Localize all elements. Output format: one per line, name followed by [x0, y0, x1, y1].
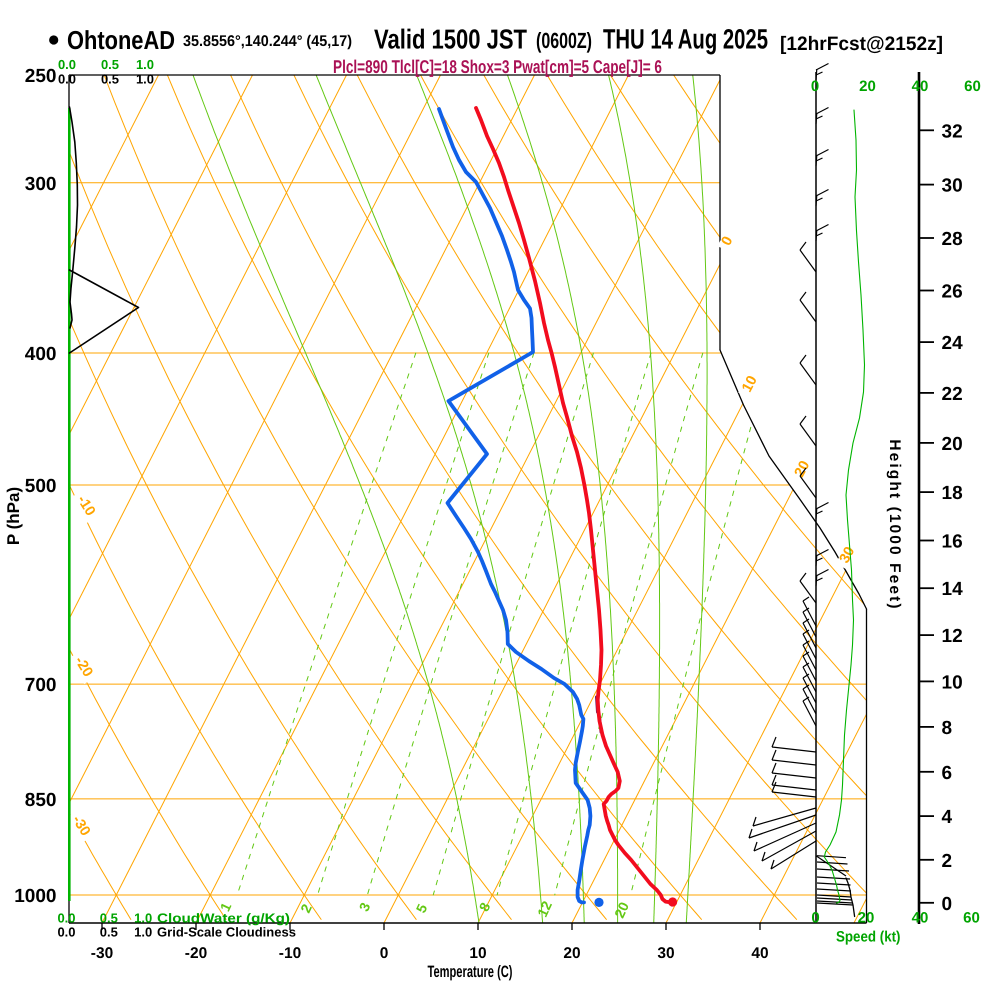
svg-text:0.5: 0.5: [100, 925, 118, 940]
svg-text:20: 20: [859, 78, 876, 95]
svg-text:28: 28: [942, 229, 963, 250]
svg-text:Plcl=890 Tlcl[C]=18 Shox=3 Pwa: Plcl=890 Tlcl[C]=18 Shox=3 Pwat[cm]=5 Ca…: [333, 56, 662, 77]
svg-text:12: 12: [942, 626, 963, 647]
svg-text:Speed (kt): Speed (kt): [836, 929, 901, 946]
svg-text:20: 20: [942, 434, 963, 455]
svg-text:0.5: 0.5: [100, 911, 118, 926]
svg-text:20: 20: [792, 458, 814, 480]
svg-text:20: 20: [563, 945, 580, 962]
svg-text:CloudWater (g/Kg): CloudWater (g/Kg): [157, 911, 290, 926]
svg-text:-10: -10: [279, 945, 301, 962]
svg-text:26: 26: [942, 282, 963, 303]
svg-text:700: 700: [25, 675, 57, 696]
svg-text:0.0: 0.0: [58, 72, 76, 87]
svg-text:24: 24: [942, 333, 964, 354]
svg-text:60: 60: [964, 78, 981, 95]
svg-text:22: 22: [942, 384, 963, 405]
svg-text:40: 40: [751, 945, 768, 962]
svg-text:30: 30: [657, 945, 674, 962]
svg-text:1.0: 1.0: [136, 57, 154, 72]
svg-text:30: 30: [942, 176, 963, 197]
svg-text:Height (1000 Feet): Height (1000 Feet): [886, 439, 903, 610]
svg-text:0.0: 0.0: [57, 925, 75, 940]
svg-text:400: 400: [25, 344, 57, 365]
svg-text:0: 0: [380, 945, 389, 962]
svg-text:12: 12: [534, 898, 555, 919]
svg-text:0.5: 0.5: [101, 57, 119, 72]
svg-text:32: 32: [942, 121, 963, 142]
svg-text:0.0: 0.0: [57, 911, 75, 926]
svg-text:300: 300: [25, 174, 57, 195]
svg-text:500: 500: [25, 476, 57, 497]
svg-text:4: 4: [942, 807, 953, 828]
svg-text:Temperature (C): Temperature (C): [428, 963, 513, 981]
svg-text:Valid 1500 JST: Valid 1500 JST: [374, 24, 527, 55]
svg-text:[12hrFcst@2152z]: [12hrFcst@2152z]: [780, 33, 943, 55]
svg-text:THU 14 Aug 2025: THU 14 Aug 2025: [603, 24, 768, 55]
svg-text:(0600Z): (0600Z): [536, 28, 592, 53]
svg-text:0.0: 0.0: [58, 57, 76, 72]
svg-text:10: 10: [942, 672, 963, 693]
svg-text:35.8556°,140.244° (45,17): 35.8556°,140.244° (45,17): [183, 33, 352, 50]
svg-text:16: 16: [942, 532, 963, 553]
svg-text:P (hPa): P (hPa): [4, 487, 23, 545]
svg-text:10: 10: [469, 945, 486, 962]
svg-text:20: 20: [858, 910, 875, 927]
svg-text:0: 0: [811, 78, 819, 95]
svg-text:0: 0: [811, 910, 819, 927]
svg-text:14: 14: [942, 579, 964, 600]
svg-text:1.0: 1.0: [134, 911, 152, 926]
svg-text:60: 60: [963, 910, 980, 927]
svg-text:18: 18: [942, 483, 963, 504]
svg-text:20: 20: [611, 899, 632, 920]
svg-text:850: 850: [25, 790, 57, 811]
svg-text:8: 8: [942, 718, 953, 739]
svg-text:30: 30: [837, 544, 859, 566]
svg-text:1.0: 1.0: [134, 925, 152, 940]
svg-text:1000: 1000: [14, 886, 56, 907]
svg-text:40: 40: [912, 910, 929, 927]
svg-text:-30: -30: [91, 945, 113, 962]
svg-text:10: 10: [739, 373, 761, 395]
svg-text:40: 40: [912, 78, 929, 95]
svg-text:Grid-Scale Cloudiness: Grid-Scale Cloudiness: [157, 925, 296, 940]
svg-text:0: 0: [942, 894, 953, 915]
svg-text:OhtoneAD: OhtoneAD: [67, 25, 175, 55]
svg-text:0.5: 0.5: [101, 72, 119, 87]
svg-text:250: 250: [25, 66, 57, 87]
svg-text:-20: -20: [185, 945, 207, 962]
svg-text:1.0: 1.0: [136, 72, 154, 87]
svg-text:2: 2: [942, 851, 953, 872]
svg-text:6: 6: [942, 763, 953, 784]
